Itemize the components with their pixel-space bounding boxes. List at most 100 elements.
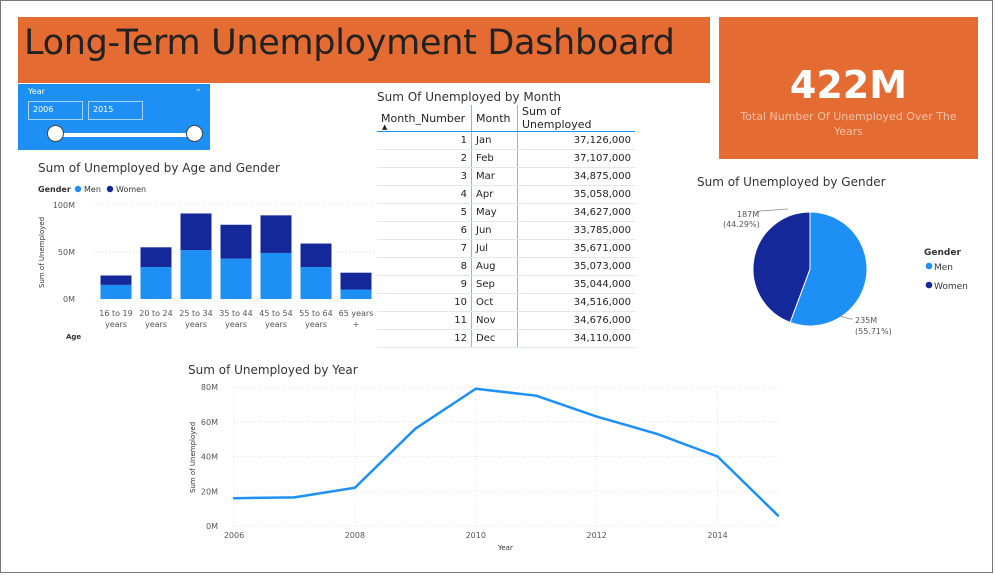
table-row[interactable]: 3 Mar 34,875,000 [377, 167, 635, 186]
slider-track[interactable] [56, 133, 195, 137]
cell-sum: 35,044,000 [517, 275, 635, 294]
bar-x-tick-label: 35 to 44 [219, 309, 252, 318]
bar-x-tick-label: years [265, 320, 287, 329]
bar-men[interactable] [140, 267, 172, 299]
bar-x-tick-label: + [353, 320, 360, 329]
cell-month-number: 10 [377, 293, 472, 312]
bar-legend-women: Women [116, 185, 146, 194]
table-row[interactable]: 1 Jan 37,126,000 [377, 131, 635, 150]
cell-month: Dec [471, 329, 518, 348]
bar-x-tick-label: 45 to 54 [259, 309, 292, 318]
cell-month-number: 1 [377, 131, 472, 150]
col-month-number[interactable]: Month_Number [377, 105, 472, 132]
pie-slice-men[interactable] [789, 211, 868, 327]
year-from-input[interactable]: 2006 [28, 101, 83, 120]
table-row[interactable]: 9 Sep 35,044,000 [377, 275, 635, 294]
line-chart-title: Sum of Unemployed by Year [188, 363, 358, 377]
table-row[interactable]: 8 Aug 35,073,000 [377, 257, 635, 276]
pie-legend-title: Gender [924, 248, 961, 258]
line-point[interactable] [353, 486, 357, 489]
cell-sum: 34,627,000 [517, 203, 635, 222]
bar-men[interactable] [180, 250, 212, 299]
bar-men[interactable] [100, 284, 132, 299]
bar-men[interactable] [220, 258, 252, 299]
legend-men-marker [74, 185, 82, 193]
bar-women[interactable] [100, 275, 132, 285]
table-row[interactable]: 11 Nov 34,676,000 [377, 311, 635, 330]
table-row[interactable]: 6 Jun 33,785,000 [377, 221, 635, 240]
bar-women[interactable] [260, 215, 292, 253]
age-gender-bar-chart: Gender Men Women Sum of Unemployed Age 0… [38, 185, 374, 341]
table-title: Sum Of Unemployed by Month [377, 90, 562, 104]
slider-handle-end[interactable] [186, 125, 203, 142]
line-point[interactable] [535, 394, 538, 397]
bar-x-tick-label: 20 to 24 [139, 309, 172, 318]
cell-month-number: 9 [377, 275, 472, 294]
line-point[interactable] [474, 387, 477, 390]
table-row[interactable]: 5 May 34,627,000 [377, 203, 635, 222]
pie-chart-title: Sum of Unemployed by Gender [697, 175, 886, 189]
chevron-down-icon[interactable]: ⌄ [194, 84, 202, 94]
line-series-unemployed[interactable] [233, 387, 779, 517]
pie-pct-women: (44.29%) [723, 220, 760, 229]
kpi-value: 422M [789, 63, 908, 107]
table-row[interactable]: 10 Oct 34,516,000 [377, 293, 635, 312]
bar-women[interactable] [300, 243, 332, 268]
cell-month: Sep [471, 275, 518, 294]
line-point[interactable] [293, 496, 296, 499]
line-point[interactable] [595, 415, 598, 418]
bar-women[interactable] [220, 224, 252, 259]
table-row[interactable]: 4 Apr 35,058,000 [377, 185, 635, 204]
month-table: Month_Number Month Sum of Unemployed 1 Ja… [377, 105, 635, 348]
bar-x-tick-label: years [305, 320, 327, 329]
line-x-tick-label: 2012 [586, 531, 606, 540]
line-point[interactable] [414, 427, 417, 430]
slider-handle-start[interactable] [47, 125, 64, 142]
cell-sum: 35,671,000 [517, 239, 635, 258]
cell-month: May [471, 203, 518, 222]
table-header-row: Month_Number Month Sum of Unemployed [377, 105, 635, 132]
line-point[interactable] [716, 455, 719, 458]
col-sum[interactable]: Sum of Unemployed [517, 105, 635, 132]
cell-month-number: 8 [377, 257, 472, 276]
bar-men[interactable] [260, 252, 292, 299]
table-row[interactable]: 7 Jul 35,671,000 [377, 239, 635, 258]
kpi-card: 422M Total Number Of Unemployed Over The… [719, 17, 978, 159]
cell-month-number: 5 [377, 203, 472, 222]
sort-ascending-icon[interactable]: ▲ [382, 123, 388, 131]
line-x-axis-label: Year [497, 544, 513, 552]
pie-label-men: 235M [855, 316, 877, 325]
pie-leader-men [839, 315, 853, 320]
line-point[interactable] [655, 432, 659, 436]
pie-legend-women-marker [925, 281, 933, 289]
cell-sum: 37,107,000 [517, 149, 635, 168]
bar-women[interactable] [140, 247, 172, 268]
bar-y-axis-label: Sum of Unemployed [38, 217, 46, 288]
bar-women[interactable] [340, 272, 372, 290]
year-to-input[interactable]: 2015 [88, 101, 143, 120]
bar-women[interactable] [180, 213, 212, 251]
cell-month: Jun [471, 221, 518, 240]
pie-slice-women[interactable] [752, 211, 811, 324]
bar-men[interactable] [340, 289, 372, 299]
cell-month-number: 2 [377, 149, 472, 168]
cell-sum: 35,058,000 [517, 185, 635, 204]
cell-month: Mar [471, 167, 518, 186]
bar-chart-title: Sum of Unemployed by Age and Gender [38, 161, 280, 175]
col-month[interactable]: Month [471, 105, 518, 132]
line-x-tick-label: 2008 [345, 531, 365, 540]
bar-men[interactable] [300, 267, 332, 299]
table-row[interactable]: 2 Feb 37,107,000 [377, 149, 635, 168]
bar-x-tick-label: 55 to 64 [299, 309, 332, 318]
line-point[interactable] [776, 514, 780, 517]
kpi-label: Total Number Of Unemployed Over The Year… [740, 110, 957, 138]
year-slicer[interactable]: Year ⌄ 2006 2015 [18, 84, 210, 150]
table-row[interactable]: 12 Dec 34,110,000 [377, 329, 635, 348]
bar-x-axis-label: Age [66, 333, 81, 341]
line-point[interactable] [232, 497, 236, 500]
pie-legend-men-marker [925, 262, 933, 270]
cell-sum: 37,126,000 [517, 131, 635, 150]
bar-y-tick-label: 100M [53, 201, 75, 210]
cell-month: Oct [471, 293, 518, 312]
year-line-chart: Sum of Unemployed Year 0M 20M 40M 60M 80M 200… [189, 383, 780, 552]
